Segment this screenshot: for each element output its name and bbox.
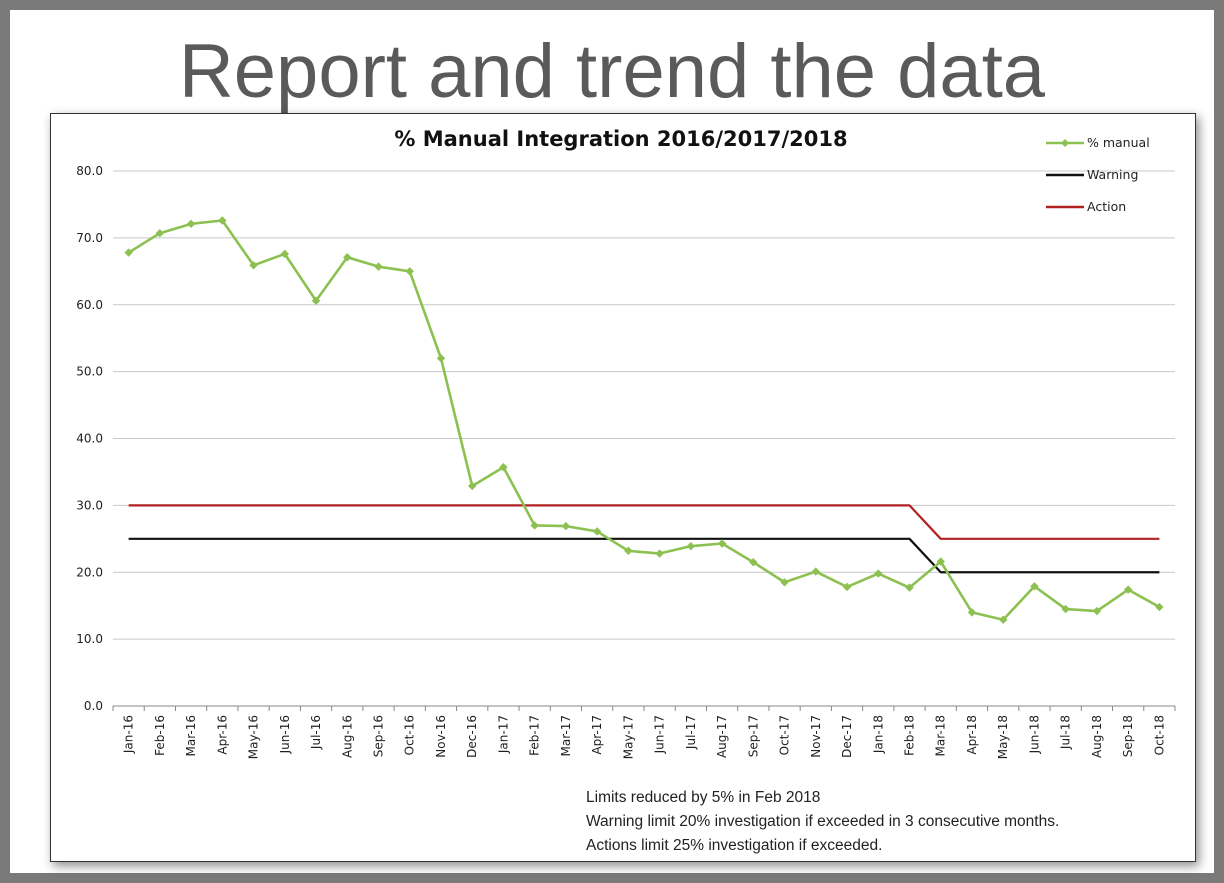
x-tick-label: Jul-17: [684, 715, 698, 750]
data-point: [249, 261, 258, 270]
x-tick-label: May-16: [247, 715, 261, 759]
x-tick-label: Feb-16: [153, 715, 167, 756]
x-tick-label: Oct-18: [1152, 715, 1166, 755]
x-tick-label: Apr-16: [215, 715, 229, 755]
x-tick-label: Sep-16: [372, 715, 386, 757]
x-axis-ticks: Jan-16 Feb-16 Mar-16 Apr-16 May-16 Jun-16 Jul-…: [112, 706, 1176, 759]
y-tick-label: 80.0: [76, 164, 103, 178]
note-limits-reduced: Limits reduced by 5% in Feb 2018: [586, 789, 821, 806]
x-tick-label: Mar-17: [559, 715, 573, 756]
x-tick-label: Mar-18: [934, 715, 948, 756]
x-tick-label: Sep-18: [1121, 715, 1135, 757]
legend-label: % manual: [1087, 135, 1150, 150]
legend-label: Action: [1087, 199, 1126, 214]
data-point: [280, 249, 289, 259]
x-tick-label: May-17: [621, 715, 635, 759]
y-tick-label: 20.0: [76, 565, 103, 579]
data-point: [936, 557, 945, 566]
legend-label: Warning: [1087, 167, 1138, 182]
slide: Report and trend the data % Manual Integ…: [10, 10, 1214, 873]
data-point: [999, 615, 1008, 624]
data-point: [780, 578, 789, 587]
data-point: [842, 582, 852, 592]
note-action-limit: Actions limit 25% investigation if excee…: [586, 837, 883, 854]
data-point: [343, 253, 352, 262]
x-tick-label: Mar-16: [184, 715, 198, 756]
x-tick-label: Dec-17: [840, 715, 854, 758]
data-point: [436, 354, 446, 363]
x-tick-label: Jan-16: [122, 715, 136, 754]
gridlines: [113, 170, 1175, 707]
data-point: [624, 546, 633, 556]
chart-title: % Manual Integration 2016/2017/2018: [394, 127, 847, 151]
series-line-action: [128, 504, 1160, 540]
data-point: [811, 567, 820, 576]
data-point: [905, 583, 914, 592]
data-point: [1061, 604, 1070, 614]
data-point: [561, 521, 571, 531]
series-line-manual: [127, 219, 1161, 622]
y-tick-label: 30.0: [76, 498, 103, 512]
data-point: [749, 558, 758, 567]
data-point: [686, 541, 696, 551]
data-point: [1155, 602, 1164, 612]
x-tick-label: Feb-18: [903, 715, 917, 756]
data-point: [124, 248, 133, 257]
data-point: [967, 608, 977, 617]
x-tick-label: Jun-16: [278, 715, 292, 754]
data-point: [655, 549, 664, 558]
y-axis-ticks: 0.0 10.0 20.0 30.0 40.0 50.0 60.0 70.0 80.0: [76, 164, 103, 713]
y-tick-label: 10.0: [76, 632, 103, 646]
y-tick-label: 50.0: [76, 365, 103, 379]
x-tick-label: May-18: [996, 715, 1010, 759]
x-tick-label: Aug-16: [340, 715, 354, 758]
note-warning-limit: Warning limit 20% investigation if excee…: [586, 813, 1060, 830]
x-tick-label: Aug-18: [1090, 715, 1104, 758]
data-point: [717, 539, 727, 548]
x-tick-label: Feb-17: [528, 715, 542, 756]
y-tick-label: 70.0: [76, 231, 103, 245]
x-tick-label: Dec-16: [465, 715, 479, 758]
y-tick-label: 60.0: [76, 298, 103, 312]
legend: % manual Warning Action: [1046, 135, 1150, 214]
data-point: [155, 228, 165, 238]
data-point: [530, 521, 539, 530]
y-tick-label: 40.0: [76, 432, 103, 446]
series-line-warning: [128, 537, 1160, 574]
x-tick-label: Apr-17: [590, 715, 604, 755]
chart-frame: % Manual Integration 2016/2017/2018 0.0 1…: [50, 113, 1196, 862]
y-tick-label: 0.0: [84, 699, 103, 713]
x-tick-label: Jun-18: [1027, 715, 1041, 754]
series-layer: [124, 216, 1164, 624]
data-point: [311, 296, 321, 305]
slide-title: Report and trend the data: [178, 29, 1046, 114]
x-tick-label: Aug-17: [715, 715, 729, 758]
x-tick-label: Nov-17: [809, 715, 823, 758]
data-point: [186, 219, 196, 229]
data-point: [874, 569, 883, 578]
data-point: [468, 481, 477, 491]
data-point: [374, 262, 383, 271]
x-tick-label: Apr-18: [965, 715, 979, 755]
x-tick-label: Jul-18: [1059, 715, 1073, 750]
data-point: [499, 463, 508, 472]
x-tick-label: Nov-16: [434, 715, 448, 758]
x-tick-label: Jan-18: [871, 715, 885, 754]
line-chart: % Manual Integration 2016/2017/2018 0.0 1…: [76, 127, 1176, 759]
legend-marker: [1061, 139, 1069, 147]
x-tick-label: Jan-17: [496, 715, 510, 754]
x-tick-label: Jun-17: [653, 715, 667, 754]
x-tick-label: Oct-16: [403, 715, 417, 755]
x-tick-label: Jul-16: [309, 715, 323, 750]
data-point: [218, 216, 227, 225]
x-tick-label: Oct-17: [778, 715, 792, 755]
data-point: [1092, 606, 1102, 616]
x-tick-label: Sep-17: [746, 715, 760, 757]
chart-notes: Limits reduced by 5% in Feb 2018 Warning…: [586, 786, 1186, 858]
data-point: [405, 267, 414, 276]
